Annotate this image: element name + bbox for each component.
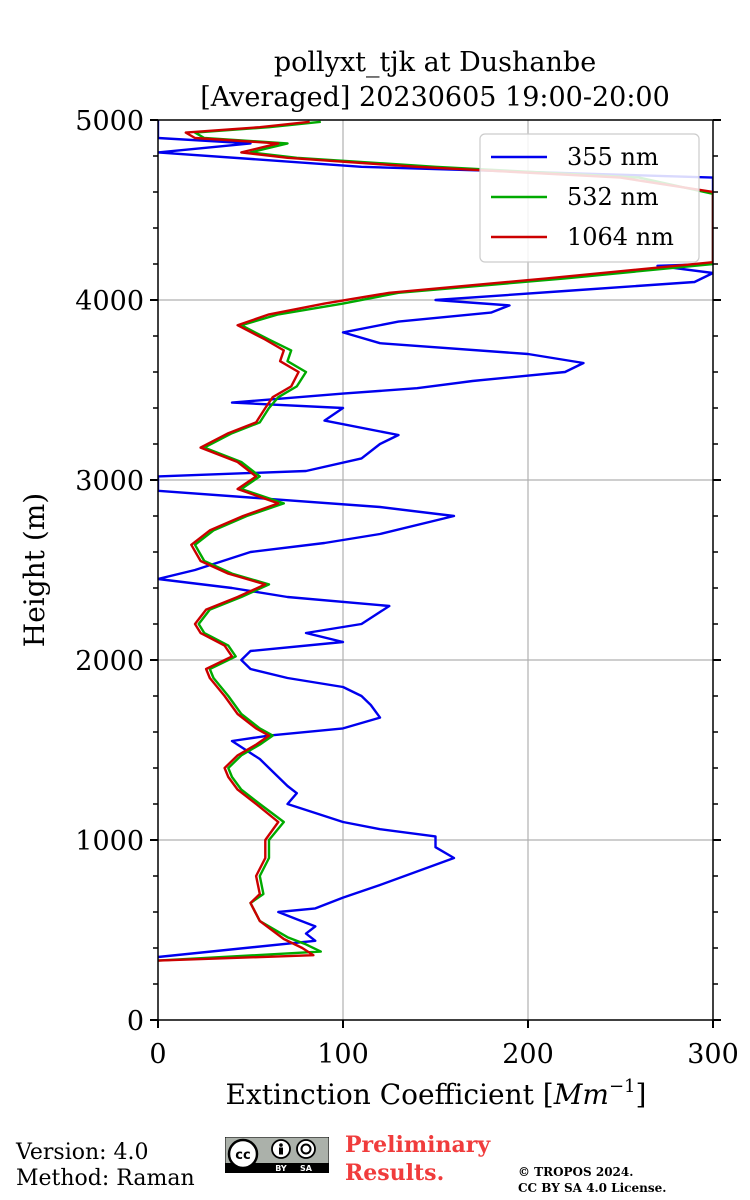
- legend-label-1064: 1064 nm: [567, 223, 674, 251]
- method-text: Method: Raman: [16, 1166, 195, 1191]
- series-line-1064-nm: [158, 120, 713, 962]
- by-person-body: [279, 1147, 283, 1155]
- cc-by-text: BY: [275, 1164, 287, 1173]
- series-line-532-nm: [158, 120, 713, 962]
- legend-box: [479, 133, 700, 263]
- by-person-head: [279, 1143, 283, 1147]
- cc-sa-text: SA: [300, 1164, 313, 1173]
- preliminary-line1: Preliminary: [345, 1132, 491, 1158]
- x-tick-label-2: 200: [502, 1039, 554, 1070]
- x-axis-label-unit: Mm: [553, 1078, 609, 1111]
- legend-label-532: 532 nm: [567, 183, 659, 211]
- x-tick-label-3: 300: [687, 1039, 739, 1070]
- cc-text: cc: [235, 1148, 250, 1163]
- axis-ticks: [150, 119, 721, 1028]
- x-axis-label-close: ]: [636, 1078, 647, 1111]
- x-axis-label: Extinction Coefficient [Mm−1]: [226, 1076, 647, 1111]
- y-tick-label-5: 5000: [75, 106, 144, 137]
- cc-badge-band: [225, 1163, 329, 1173]
- legend: 355 nm 532 nm 1064 nm: [479, 133, 700, 263]
- legend-label-355: 355 nm: [567, 143, 659, 171]
- x-axis-label-main: Extinction Coefficient [: [226, 1078, 554, 1111]
- y-tick-label-2: 2000: [75, 646, 144, 677]
- y-tick-label-3: 3000: [75, 466, 144, 497]
- sa-icon: [296, 1139, 316, 1159]
- plot-frame: [157, 119, 714, 1021]
- series-lines: [158, 120, 713, 962]
- y-tick-label-1: 1000: [75, 826, 144, 857]
- copyright-line2: CC BY SA 4.0 License.: [518, 1181, 667, 1195]
- chart-title-line1: pollyxt_tjk at Dushanbe: [274, 47, 596, 78]
- chart-title-line2: [Averaged] 20230605 19:00-20:00: [200, 82, 670, 113]
- x-tick-label-0: 0: [149, 1039, 166, 1070]
- copyright-notice: © TROPOS 2024. CC BY SA 4.0 License.: [518, 1164, 666, 1196]
- y-tick-label-4: 4000: [75, 286, 144, 317]
- series-line-355-nm: [158, 120, 713, 959]
- cc-by-sa-badge: cc BY SA: [225, 1137, 329, 1173]
- copyright-line1: © TROPOS 2024.: [518, 1165, 634, 1179]
- version-text: Version: 4.0: [16, 1140, 149, 1165]
- cc-circle-icon: [227, 1138, 259, 1170]
- x-tick-label-1: 100: [317, 1039, 369, 1070]
- preliminary-notice: Preliminary Results.: [345, 1131, 490, 1187]
- preliminary-line2: Results.: [345, 1160, 445, 1186]
- x-axis-label-exponent: −1: [609, 1076, 636, 1097]
- y-tick-label-0: 0: [127, 1006, 144, 1037]
- sa-arrow-icon: [300, 1143, 312, 1155]
- y-axis-label: Height (m): [18, 493, 51, 647]
